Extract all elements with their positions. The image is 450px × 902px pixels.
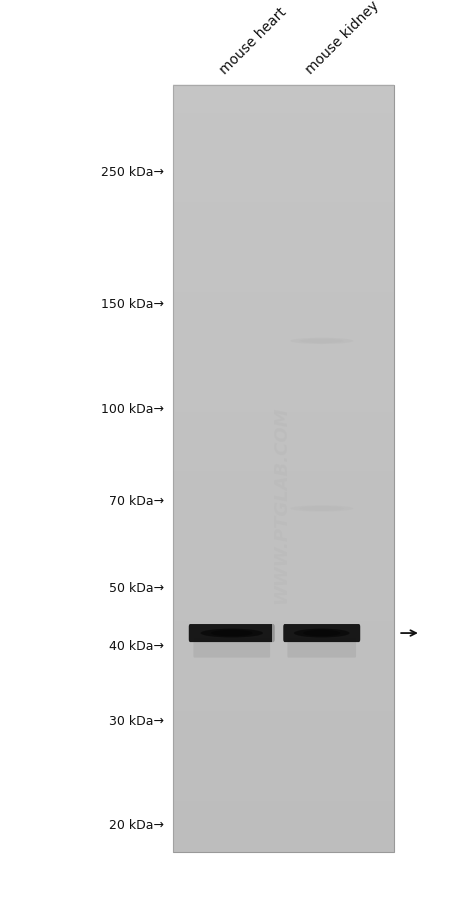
Text: 100 kDa→: 100 kDa→ <box>101 403 164 416</box>
Text: 20 kDa→: 20 kDa→ <box>109 818 164 832</box>
Text: 150 kDa→: 150 kDa→ <box>101 298 164 311</box>
Bar <box>173 86 394 852</box>
Ellipse shape <box>201 629 263 638</box>
Text: 40 kDa→: 40 kDa→ <box>109 640 164 652</box>
Text: mouse kidney: mouse kidney <box>303 0 382 77</box>
Bar <box>272 618 282 649</box>
Text: 70 kDa→: 70 kDa→ <box>109 495 164 508</box>
Ellipse shape <box>294 629 350 638</box>
Ellipse shape <box>303 630 340 637</box>
FancyBboxPatch shape <box>288 638 356 658</box>
FancyBboxPatch shape <box>194 638 270 658</box>
FancyBboxPatch shape <box>189 624 274 642</box>
Text: mouse heart: mouse heart <box>217 5 289 77</box>
FancyBboxPatch shape <box>284 624 360 642</box>
Ellipse shape <box>211 630 252 637</box>
Text: 30 kDa→: 30 kDa→ <box>109 713 164 727</box>
Ellipse shape <box>290 506 353 512</box>
Ellipse shape <box>290 338 353 345</box>
Ellipse shape <box>300 507 344 511</box>
Ellipse shape <box>300 339 344 344</box>
Text: 50 kDa→: 50 kDa→ <box>109 582 164 594</box>
Text: 250 kDa→: 250 kDa→ <box>101 166 164 179</box>
Text: WWW.PTGLAB.COM: WWW.PTGLAB.COM <box>272 407 290 603</box>
